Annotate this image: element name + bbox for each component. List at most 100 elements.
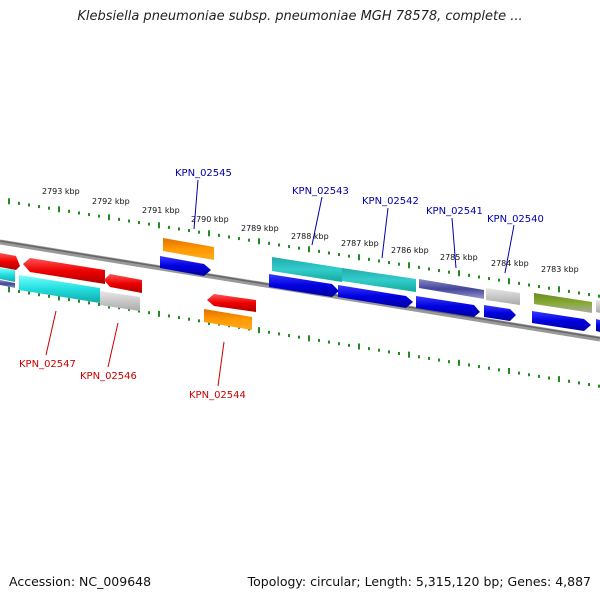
ruler-tick <box>388 261 390 265</box>
ruler-tick <box>138 221 140 225</box>
ruler-tick <box>168 225 170 229</box>
ruler-tick <box>148 222 150 226</box>
ruler-tick <box>298 335 300 339</box>
kbp-label: 2783 kbp <box>541 265 579 274</box>
kbp-label: 2786 kbp <box>391 246 429 255</box>
ruler-tick <box>488 277 490 281</box>
ruler-tick <box>528 373 530 377</box>
gene-block-cyan <box>19 275 100 303</box>
ruler-tick <box>528 283 530 287</box>
ruler-tick <box>118 217 120 221</box>
gene-block-cyan <box>0 268 15 282</box>
kbp-label: 2793 kbp <box>42 187 80 196</box>
ruler-tick <box>508 278 510 285</box>
gene-block-gray <box>100 291 140 311</box>
ruler-tick <box>468 273 470 277</box>
ruler-tick <box>148 311 150 315</box>
gene-block-gray <box>486 288 520 305</box>
ruler-tick <box>478 275 480 279</box>
ruler-tick <box>38 205 40 209</box>
ruler-tick <box>328 340 330 344</box>
ruler-tick <box>568 379 570 383</box>
ruler-tick <box>498 278 500 282</box>
ruler-tick <box>328 251 330 255</box>
ruler-tick <box>228 235 230 239</box>
ruler-tick <box>358 254 360 261</box>
ruler-tick <box>188 317 190 321</box>
ruler-tick <box>588 293 590 297</box>
ruler-tick <box>578 381 580 385</box>
ruler-tick <box>568 289 570 293</box>
ruler-tick <box>58 206 60 213</box>
gene-arrow-red <box>104 274 142 293</box>
ruler-tick <box>348 254 350 258</box>
ruler-tick <box>48 206 50 210</box>
gene-label-kpn-02546[interactable]: KPN_02546 <box>80 371 137 382</box>
kbp-label: 2784 kbp <box>491 259 529 268</box>
kbp-label: 2788 kbp <box>291 232 329 241</box>
gene-block-orange <box>163 238 214 260</box>
gene-block-slate <box>419 279 484 299</box>
ruler-tick <box>128 219 130 223</box>
gene-arrow-red <box>23 258 105 284</box>
ruler-tick <box>338 253 340 257</box>
kbp-label: 2787 kbp <box>341 239 379 248</box>
ruler-tick <box>598 294 600 298</box>
ruler-tick <box>18 289 20 293</box>
ruler-tick <box>188 229 190 233</box>
gene-label-kpn-02542[interactable]: KPN_02542 <box>362 196 419 207</box>
ruler-tick <box>318 338 320 342</box>
gene-label-kpn-02545[interactable]: KPN_02545 <box>175 168 232 179</box>
ruler-tick <box>78 299 80 303</box>
ruler-tick <box>238 237 240 241</box>
ruler-tick <box>298 246 300 250</box>
ruler-tick <box>178 316 180 320</box>
gene-arrow-red <box>0 253 20 270</box>
gene-features[interactable] <box>0 238 600 332</box>
ruler-tick <box>478 365 480 369</box>
ruler-tick <box>68 209 70 213</box>
ruler-tick <box>428 356 430 360</box>
gene-arrow-blue <box>596 319 600 332</box>
ruler-tick <box>558 376 560 383</box>
gene-label-kpn-02544[interactable]: KPN_02544 <box>189 390 246 401</box>
ruler-tick <box>448 360 450 364</box>
ruler-tick <box>28 203 30 207</box>
ruler-tick <box>398 262 400 266</box>
kbp-label: 2790 kbp <box>191 215 229 224</box>
ruler-tick <box>88 213 90 217</box>
ruler-dotted-line-top <box>8 198 600 298</box>
ruler-tick <box>548 286 550 290</box>
ruler-tick <box>378 259 380 263</box>
ruler-tick <box>108 214 110 221</box>
gene-arrow-blue <box>416 296 480 317</box>
ruler-tick <box>98 214 100 218</box>
gene-label-kpn-02541[interactable]: KPN_02541 <box>426 206 483 217</box>
ruler-tick <box>548 376 550 380</box>
gene-arrow-red <box>207 294 256 312</box>
ruler-tick <box>308 335 310 342</box>
ruler-tick <box>578 291 580 295</box>
ruler-tick <box>398 352 400 356</box>
ruler-tick <box>488 366 490 370</box>
ruler-tick <box>378 348 380 352</box>
kbp-label: 2791 kbp <box>142 206 180 215</box>
ruler-tick <box>538 285 540 289</box>
gene-block-slate <box>0 280 15 288</box>
ruler-tick <box>428 267 430 271</box>
ruler-tick <box>508 367 510 374</box>
ruler-tick <box>468 363 470 367</box>
gene-label-kpn-02543[interactable]: KPN_02543 <box>292 186 349 197</box>
ruler-tick <box>208 230 210 237</box>
gene-label-kpn-02540[interactable]: KPN_02540 <box>487 214 544 225</box>
gene-block-teal <box>342 268 416 292</box>
gene-arrow-blue <box>269 274 339 297</box>
gene-block-gray <box>596 300 600 313</box>
gene-labels: KPN_02545 KPN_02543 KPN_02542 KPN_02541 … <box>19 168 544 401</box>
gene-label-kpn-02547[interactable]: KPN_02547 <box>19 359 76 370</box>
ruler-tick <box>218 233 220 237</box>
gene-block-orange <box>204 309 252 330</box>
topology-text: Topology: circular; Length: 5,315,120 bp… <box>247 574 591 589</box>
ruler-tick <box>38 293 40 297</box>
